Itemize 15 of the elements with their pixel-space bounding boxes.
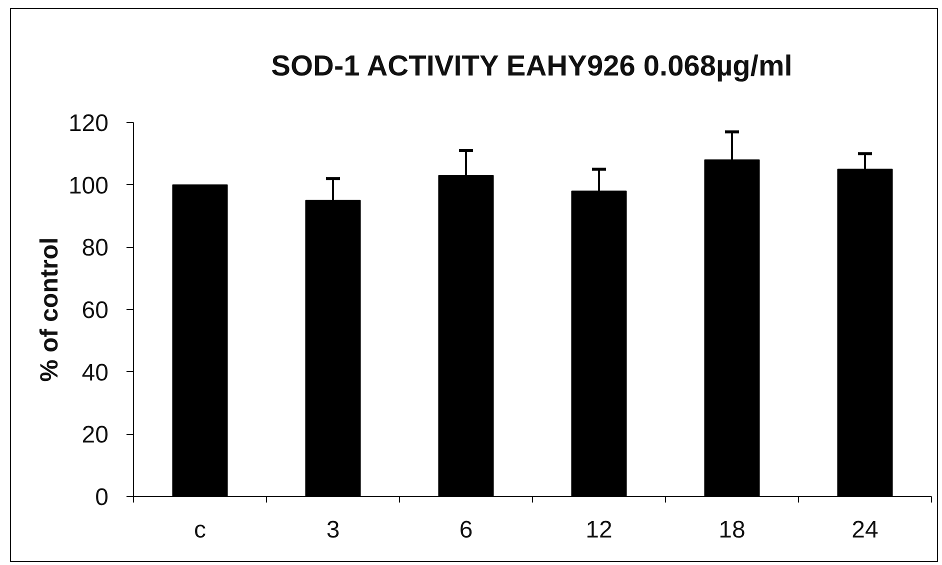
y-tick-label: 20 <box>82 422 109 449</box>
chart-title: SOD-1 ACTIVITY EAHY926 0.068µg/ml <box>271 50 792 82</box>
x-tick-label: 12 <box>586 516 612 544</box>
y-tick-label: 100 <box>68 172 109 200</box>
y-tick-label: 120 <box>68 110 109 137</box>
x-tick-label: 3 <box>326 516 340 544</box>
y-tick-label: 80 <box>82 234 109 262</box>
x-tick-label: 18 <box>718 516 746 544</box>
x-tick-label: 24 <box>852 516 878 544</box>
y-axis-title: % of control <box>35 237 64 382</box>
y-tick-label: 60 <box>82 297 109 324</box>
x-tick-label: c <box>194 516 206 544</box>
y-tick-label: 40 <box>82 359 109 386</box>
y-tick-label: 0 <box>95 484 109 511</box>
x-tick-label: 6 <box>459 516 473 544</box>
